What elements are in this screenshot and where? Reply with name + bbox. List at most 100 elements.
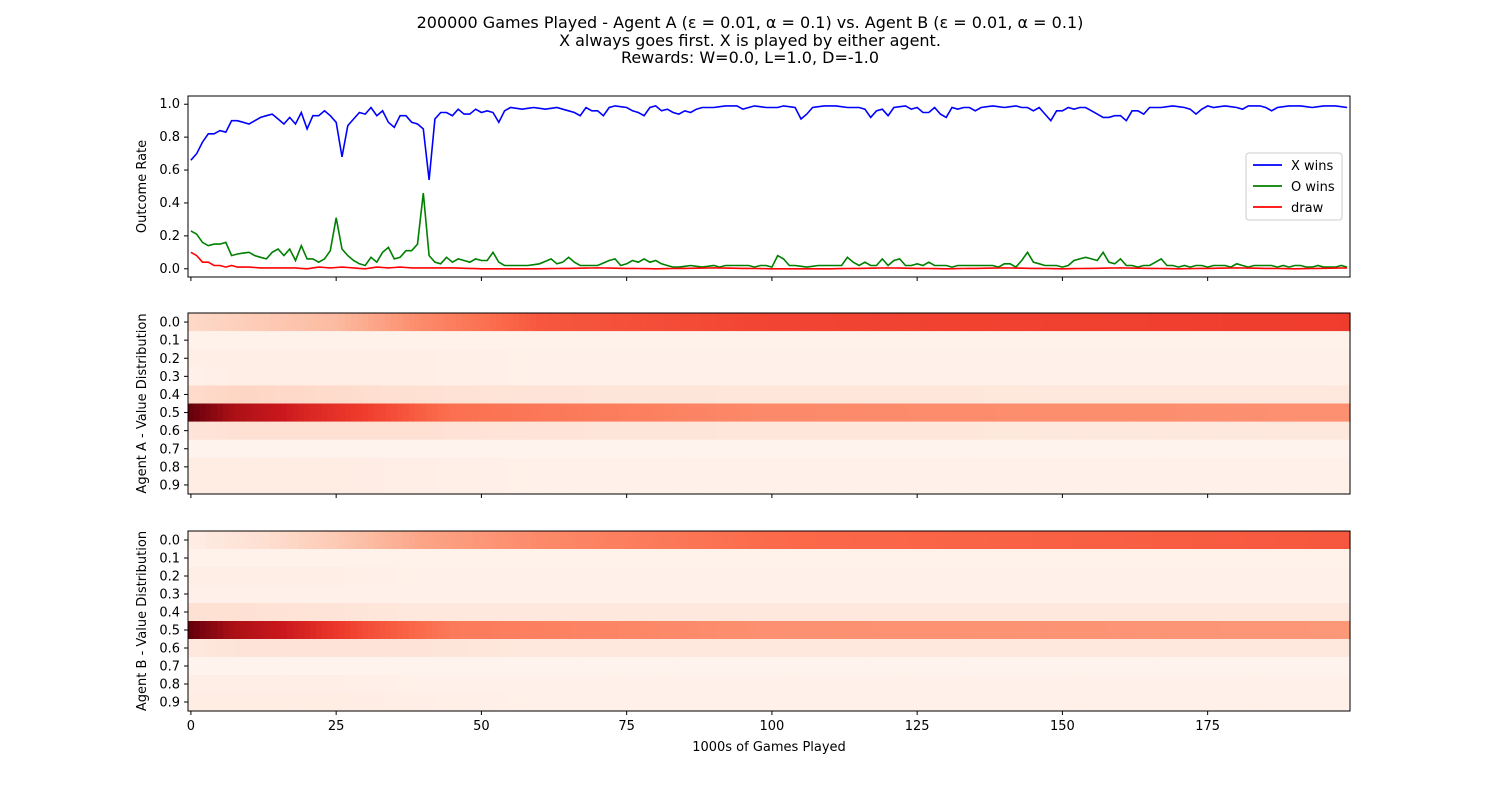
- heatmap-cell: [728, 475, 735, 495]
- heatmap-cell: [594, 457, 602, 477]
- heatmap-cell: [280, 313, 288, 332]
- heatmap-cell: [432, 331, 439, 350]
- heatmap-cell: [275, 457, 282, 477]
- heatmap-cell: [205, 439, 212, 459]
- heatmap-cell: [710, 475, 718, 495]
- heatmap-cell: [850, 549, 857, 568]
- heatmap-cell: [280, 639, 288, 658]
- heatmap-cell: [1135, 657, 1142, 676]
- heatmap-cell: [222, 639, 230, 658]
- heatmap-cell: [246, 331, 253, 350]
- heatmap-cell: [391, 675, 398, 694]
- heatmap-cell: [617, 349, 625, 368]
- heatmap-cell: [827, 567, 834, 586]
- heatmap-cell: [751, 421, 758, 441]
- heatmap-cell: [1233, 693, 1241, 712]
- heatmap-cell: [373, 621, 381, 640]
- heatmap-cell: [676, 549, 683, 568]
- heatmap-cell: [815, 331, 822, 350]
- heatmap-cell: [298, 657, 305, 676]
- heatmap-cell: [257, 331, 265, 350]
- heatmap-cell: [1100, 567, 1107, 586]
- heatmap-cell: [1239, 313, 1247, 332]
- heatmap-cell: [989, 693, 997, 712]
- heatmap-cell: [455, 457, 462, 477]
- heatmap-cell: [1007, 403, 1014, 423]
- heatmap-cell: [774, 657, 782, 676]
- heatmap-cell: [524, 385, 532, 405]
- heatmap-cell: [257, 585, 265, 604]
- heatmap-cell: [263, 313, 270, 332]
- heatmap-cell: [588, 657, 596, 676]
- heatmap-cell: [577, 313, 584, 332]
- heatmap-cell: [635, 585, 642, 604]
- heatmap-cell: [269, 313, 276, 332]
- heatmap-cell: [861, 657, 869, 676]
- x-tick-label: 75: [618, 719, 635, 734]
- heatmap-cell: [426, 531, 433, 550]
- heatmap-cell: [339, 385, 346, 405]
- heatmap-cell: [931, 603, 939, 622]
- heatmap-cell: [705, 549, 712, 568]
- heatmap-cell: [1082, 313, 1090, 332]
- heatmap-cell: [1297, 693, 1305, 712]
- heatmap-cell: [1338, 421, 1345, 441]
- heatmap-cell: [769, 531, 776, 550]
- heatmap-cell: [1123, 657, 1130, 676]
- heatmap-cell: [484, 657, 491, 676]
- heatmap-cell: [832, 403, 840, 423]
- heatmap-cell: [1309, 475, 1316, 495]
- heatmap-cell: [1309, 549, 1316, 568]
- heatmap-cell: [949, 457, 956, 477]
- heatmap-cell: [658, 675, 666, 694]
- heatmap-cell: [344, 639, 352, 658]
- heatmap-cell: [1129, 439, 1136, 459]
- heatmap-cell: [542, 439, 549, 459]
- heatmap-cell: [397, 349, 404, 368]
- heatmap-cell: [344, 421, 352, 441]
- heatmap-cell: [1262, 639, 1270, 658]
- heatmap-cell: [623, 313, 631, 332]
- heatmap-cell: [943, 349, 950, 368]
- heatmap-cell: [484, 457, 491, 477]
- heatmap-cell: [1117, 421, 1125, 441]
- heatmap-cell: [228, 549, 236, 568]
- heatmap-cell: [681, 567, 689, 586]
- heatmap-cell: [780, 549, 788, 568]
- heatmap-cell: [315, 549, 323, 568]
- heatmap-cell: [292, 421, 299, 441]
- heatmap-cell: [350, 475, 358, 495]
- y-tick-label: 0.8: [159, 678, 180, 693]
- heatmap-cell: [1216, 675, 1223, 694]
- heatmap-cell: [432, 549, 439, 568]
- heatmap-cell: [1042, 403, 1049, 423]
- heatmap-cell: [1024, 331, 1032, 350]
- heatmap-cell: [693, 693, 700, 712]
- heatmap-cell: [292, 567, 299, 586]
- heatmap-cell: [1245, 621, 1252, 640]
- title-line-1: 200000 Games Played - Agent A (ε = 0.01,…: [417, 13, 1084, 32]
- heatmap-cell: [617, 421, 625, 441]
- heatmap-cell: [1169, 603, 1177, 622]
- heatmap-cell: [234, 421, 241, 441]
- heatmap-cell: [524, 585, 532, 604]
- heatmap-cell: [449, 367, 456, 386]
- heatmap-cell: [513, 421, 520, 441]
- heatmap-cell: [751, 603, 758, 622]
- heatmap-cell: [774, 313, 782, 332]
- heatmap-cell: [211, 549, 218, 568]
- heatmap-cell: [1175, 603, 1183, 622]
- heatmap-cell: [1140, 693, 1148, 712]
- heatmap-cell: [699, 639, 706, 658]
- heatmap-cell: [1164, 585, 1171, 604]
- heatmap-cell: [588, 313, 596, 332]
- heatmap-cell: [687, 585, 695, 604]
- heatmap-cell: [612, 475, 619, 495]
- heatmap-cell: [269, 549, 276, 568]
- heatmap-cell: [275, 331, 282, 350]
- heatmap-cell: [414, 349, 421, 368]
- heatmap-cell: [716, 657, 724, 676]
- heatmap-cell: [501, 457, 509, 477]
- heatmap-cell: [629, 549, 636, 568]
- heatmap-cell: [606, 657, 613, 676]
